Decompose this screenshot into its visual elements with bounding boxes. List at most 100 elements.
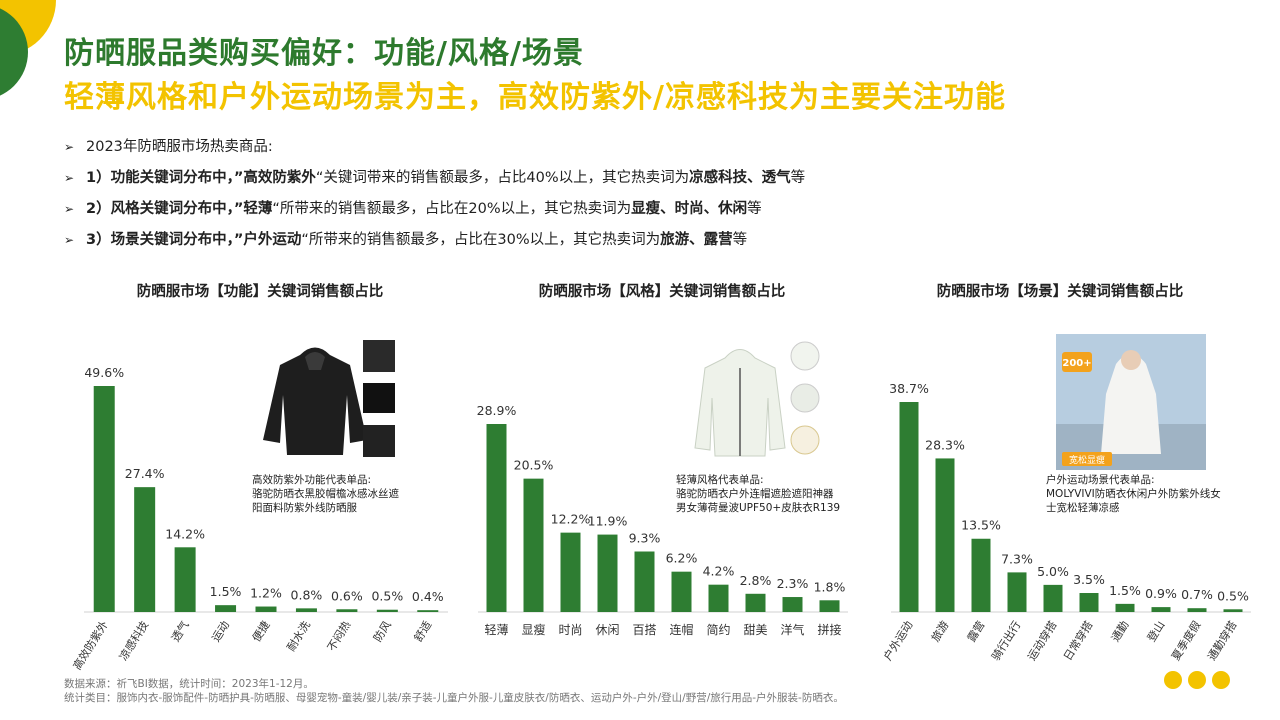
value-label: 0.8% <box>291 587 323 602</box>
bar-scene <box>971 538 991 612</box>
value-label: 0.9% <box>1145 586 1177 601</box>
bar-function <box>174 547 196 612</box>
dot-icon <box>1164 671 1182 689</box>
bullet-item: ➢ 2）风格关键词分布中，”轻薄“所带来的销售额最多，占比在20%以上，其它热卖词… <box>64 198 805 229</box>
category-label: 百搭 <box>632 623 656 637</box>
category-label: 休闲 <box>595 623 619 637</box>
bar-style <box>634 551 655 612</box>
category-label: 显瘦 <box>521 622 545 637</box>
bar-scene <box>935 458 955 612</box>
bar-scene <box>1043 584 1063 612</box>
decorative-dots <box>1164 671 1236 693</box>
category-label: 露营 <box>964 618 988 644</box>
bar-function <box>295 608 317 612</box>
bar-function <box>336 609 358 612</box>
bar-style <box>560 532 581 612</box>
value-label: 27.4% <box>125 466 165 481</box>
bar-style <box>745 593 766 612</box>
category-label: 防风 <box>370 618 394 644</box>
chart-title-scene: 防晒服市场【场景】关键词销售额占比 <box>936 284 1184 300</box>
value-label: 28.3% <box>925 437 965 452</box>
bar-function <box>417 610 439 612</box>
value-label: 2.8% <box>740 573 772 588</box>
category-label: 甜美 <box>743 623 767 637</box>
category-label: 户外运动 <box>880 618 915 663</box>
chart-title-style: 防晒服市场【风格】关键词销售额占比 <box>538 284 786 300</box>
category-label: 旅游 <box>928 618 952 644</box>
value-label: 5.0% <box>1037 564 1069 579</box>
category-label: 登山 <box>1144 618 1168 644</box>
page-title: 防晒服品类购买偏好：功能/风格/场景 <box>64 36 584 71</box>
value-label: 0.7% <box>1181 587 1213 602</box>
category-label: 凉感科技 <box>116 618 151 663</box>
value-label: 4.2% <box>703 564 735 579</box>
category-label: 夏季度假 <box>1168 618 1203 663</box>
bar-scene <box>1115 603 1135 612</box>
dot-icon <box>1212 671 1230 689</box>
product-photo-model: 200+ 宽松显瘦 <box>1056 334 1206 470</box>
bar-function <box>134 487 156 612</box>
value-label: 38.7% <box>889 381 929 396</box>
bar-style <box>523 478 544 612</box>
value-label: 2.3% <box>777 576 809 591</box>
value-label: 3.5% <box>1073 572 1105 587</box>
bar-scene <box>1151 607 1171 612</box>
arrow-icon: ➢ <box>64 140 75 154</box>
category-label: 耐水洗 <box>284 619 313 654</box>
bar-style <box>671 571 692 612</box>
bar-function <box>93 386 115 612</box>
dot-icon <box>1188 671 1206 689</box>
category-label: 拼接 <box>817 622 841 637</box>
product-photo-jacket-black <box>263 340 395 457</box>
value-label: 20.5% <box>514 458 554 473</box>
value-label: 1.5% <box>1109 583 1141 598</box>
value-label: 0.6% <box>331 588 363 603</box>
category-label: 骑行出行 <box>988 618 1023 663</box>
bar-style <box>486 424 507 612</box>
bar-function <box>255 606 277 612</box>
value-label: 0.5% <box>1217 588 1249 603</box>
value-label: 28.9% <box>477 403 517 418</box>
bar-scene <box>1187 608 1207 612</box>
annotation-scene: 户外运动场景代表单品: MOLYVIVI防晒衣休闲户外防紫外线女 士宽松轻薄凉感 <box>1046 474 1221 514</box>
footer-source: 数据来源：祈飞BI数据，统计时间：2023年1-12月。 统计类目：服饰内衣-服… <box>64 678 844 704</box>
product-photo-jacket-white <box>694 341 820 457</box>
annotation-function: 高效防紫外功能代表单品: 骆驼防晒衣黑胶帽檐冰感冰丝遮 阳面料防紫外线防晒服 <box>252 474 399 514</box>
value-label: 1.8% <box>814 579 846 594</box>
category-label: 连帽 <box>669 622 693 637</box>
category-label: 便捷 <box>249 618 273 644</box>
value-label: 11.9% <box>588 514 628 529</box>
category-label: 舒适 <box>411 618 435 644</box>
category-label: 通勤 <box>1109 619 1132 645</box>
bar-style <box>782 597 803 612</box>
bar-style <box>597 534 618 612</box>
bar-function <box>215 605 237 612</box>
value-label: 0.5% <box>371 589 403 604</box>
bar-style <box>708 584 729 612</box>
category-label: 简约 <box>706 622 730 637</box>
value-label: 9.3% <box>629 531 661 546</box>
category-label: 轻薄 <box>484 622 508 637</box>
bar-scene <box>899 402 919 612</box>
bar-scene <box>1007 572 1027 612</box>
arrow-icon: ➢ <box>64 171 75 185</box>
category-label: 运动穿搭 <box>1024 618 1059 663</box>
value-label: 14.2% <box>165 526 205 541</box>
category-label: 不闷热 <box>324 618 353 653</box>
bar-function <box>376 609 398 612</box>
category-label: 透气 <box>168 618 192 644</box>
category-label: 时尚 <box>558 623 582 637</box>
bar-scene <box>1079 593 1099 612</box>
bullet-list: ➢ 2023年防晒服市场热卖商品: ➢ 1）功能关键词分布中，”高效防紫外“关键词带… <box>64 136 805 260</box>
photo-badge-text: 宽松显瘦 <box>1069 454 1105 466</box>
value-label: 12.2% <box>551 512 591 527</box>
value-label: 1.2% <box>250 586 282 601</box>
value-label: 7.3% <box>1001 551 1033 566</box>
value-label: 0.4% <box>412 589 444 604</box>
category-label: 日常穿搭 <box>1060 618 1095 663</box>
bullet-item: ➢ 3）场景关键词分布中，”户外运动“所带来的销售额最多，占比在30%以上，其它热… <box>64 229 805 260</box>
category-label: 运动 <box>209 619 232 645</box>
arrow-icon: ➢ <box>64 202 75 216</box>
category-label: 通勤穿搭 <box>1204 618 1239 663</box>
value-label: 13.5% <box>961 518 1001 533</box>
